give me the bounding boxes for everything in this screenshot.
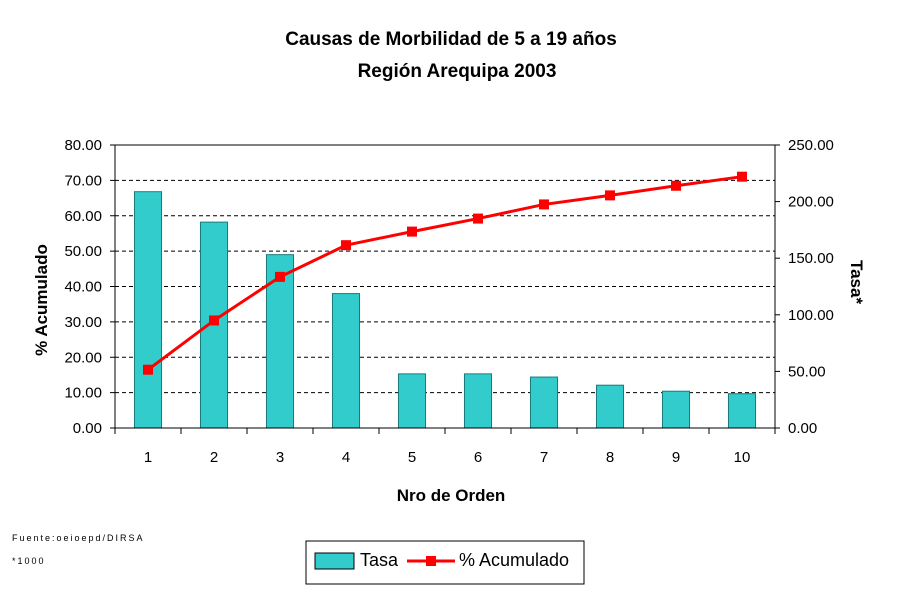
x-tick-label: 10 [734,449,751,466]
left-tick-label: 50.00 [64,243,102,260]
right-tick-label: 50.00 [788,363,826,380]
left-tick-label: 70.00 [64,172,102,189]
chart-title: Causas de Morbilidad de 5 a 19 años [285,29,617,50]
left-axis-label: % Acumulado [32,244,51,356]
line-path [147,175,743,371]
legend-marker-acumulado [426,556,436,566]
bar [595,384,625,429]
right-axis-label: Tasa* [847,260,866,304]
x-tick-label: 8 [606,449,614,466]
right-tick-label: 150.00 [788,250,834,267]
legend-label-tasa: Tasa [360,550,399,570]
bar [397,373,427,429]
left-tick-label: 0.00 [73,420,102,437]
x-axis-label: Nro de Orden [397,486,506,505]
left-tick-label: 20.00 [64,349,102,366]
bar [133,191,163,429]
left-tick-label: 30.00 [64,314,102,331]
left-tick-label: 60.00 [64,208,102,225]
bar [463,373,493,429]
legend-label-acumulado: % Acumulado [459,550,569,570]
right-axis-ticks: 0.00 50.00 100.00 150.00 200.00 250.00 [775,137,834,437]
line-point [341,240,351,251]
chart-subtitle: Región Arequipa 2003 [358,61,557,82]
line-point [275,271,285,282]
left-tick-label: 40.00 [64,279,102,296]
line-point [407,226,417,237]
right-tick-label: 250.00 [788,137,834,154]
x-tick-label: 1 [144,449,152,466]
right-tick-label: 200.00 [788,194,834,211]
source-note: Fuente:oeioepd/DIRSA [12,533,145,543]
bar [727,393,757,429]
line-point [605,190,615,201]
right-tick-label: 0.00 [788,420,817,437]
right-tick-label: 100.00 [788,307,834,324]
line-point [473,213,483,224]
x-tick-label: 4 [342,449,350,466]
legend: Tasa % Acumulado [305,540,585,585]
x-tick-label: 7 [540,449,548,466]
line-point [737,171,747,182]
bar [661,390,691,429]
gridlines [115,179,775,394]
x-tick-label: 2 [210,449,218,466]
x-tick-label: 3 [276,449,284,466]
x-axis-ticks: 1 2 3 4 5 6 7 8 9 10 [114,428,776,466]
left-tick-label: 10.00 [64,385,102,402]
bar [331,293,361,429]
left-axis-ticks: 0.00 10.00 20.00 30.00 40.00 50.00 60.00 70.00 8… [64,137,115,437]
x-tick-label: 5 [408,449,416,466]
line-point [209,315,219,326]
legend-swatch-tasa [314,552,355,570]
left-tick-label: 80.00 [64,137,102,154]
line-point [143,364,153,375]
line-point [539,199,549,210]
x-tick-label: 6 [474,449,482,466]
unit-note: *1000 [12,556,46,566]
bar [529,376,559,429]
line-series [143,171,747,375]
x-tick-label: 9 [672,449,680,466]
line-point [671,180,681,191]
